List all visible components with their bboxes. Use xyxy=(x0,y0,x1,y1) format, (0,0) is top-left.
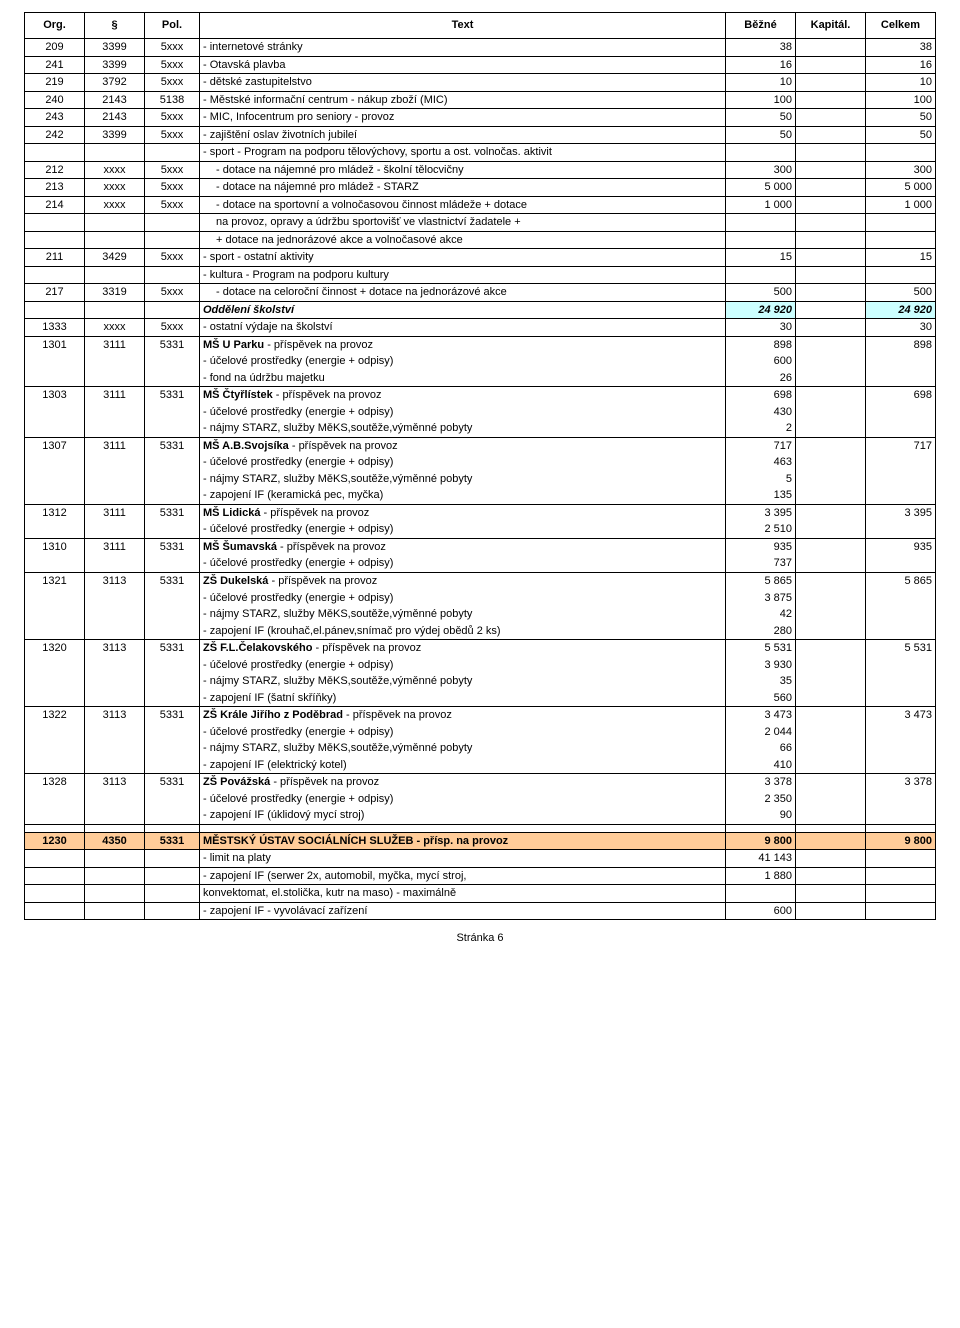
col-celkem: Celkem xyxy=(866,13,936,39)
table-row: - zapojení IF (úklidový mycí stroj)90 xyxy=(25,807,936,824)
col-text: Text xyxy=(200,13,726,39)
table-row: - nájmy STARZ, služby MěKS,soutěže,výměn… xyxy=(25,471,936,488)
table-row: na provoz, opravy a údržbu sportovišť ve… xyxy=(25,214,936,232)
table-row: 130731115331MŠ A.B.Svojsíka - příspěvek … xyxy=(25,437,936,454)
table-row: - nájmy STARZ, služby MěKS,soutěže,výměn… xyxy=(25,740,936,757)
table-row: - účelové prostředky (energie + odpisy)4… xyxy=(25,454,936,471)
table-row: 132031135331ZŠ F.L.Čelakovského - příspě… xyxy=(25,640,936,657)
section-row: Oddělení školství24 92024 920 xyxy=(25,301,936,319)
table-row: - účelové prostředky (energie + odpisy)2… xyxy=(25,724,936,741)
table-row: 131031115331MŠ Šumavská - příspěvek na p… xyxy=(25,538,936,555)
table-row: - účelové prostředky (energie + odpisy)3… xyxy=(25,590,936,607)
table-row: - zapojení IF (serwer 2x, automobil, myč… xyxy=(25,867,936,885)
table-row: 21134295xxx- sport - ostatní aktivity151… xyxy=(25,249,936,267)
table-row: konvektomat, el.stolička, kutr na maso) … xyxy=(25,885,936,903)
col-bezne: Běžné xyxy=(726,13,796,39)
table-row: 123043505331MĚSTSKÝ ÚSTAV SOCIÁLNÍCH SLU… xyxy=(25,832,936,850)
table-row: - fond na údržbu majetku26 xyxy=(25,370,936,387)
table-row: - zapojení IF (krouhač,el.pánev,snímač p… xyxy=(25,623,936,640)
table-row: 212xxxx5xxx- dotace na nájemné pro mláde… xyxy=(25,161,936,179)
table-row: - účelové prostředky (energie + odpisy)4… xyxy=(25,404,936,421)
table-row: 21937925xxx- dětské zastupitelstvo1010 xyxy=(25,74,936,92)
table-row: 24321435xxx- MIC, Infocentrum pro senior… xyxy=(25,109,936,127)
table-row: - účelové prostředky (energie + odpisy)7… xyxy=(25,555,936,572)
table-row: 214xxxx5xxx- dotace na sportovní a volno… xyxy=(25,196,936,214)
budget-table: Org. § Pol. Text Běžné Kapitál. Celkem 2… xyxy=(24,12,936,920)
table-row: - nájmy STARZ, služby MěKS,soutěže,výměn… xyxy=(25,420,936,437)
col-org: Org. xyxy=(25,13,85,39)
col-pol: Pol. xyxy=(145,13,200,39)
table-row: 21733195xxx- dotace na celoroční činnost… xyxy=(25,284,936,302)
table-row: - účelové prostředky (energie + odpisy)2… xyxy=(25,791,936,808)
table-row: - zapojení IF (šatní skříňky)560 xyxy=(25,690,936,707)
table-row: - účelové prostředky (energie + odpisy)2… xyxy=(25,521,936,538)
table-row: + dotace na jednorázové akce a volnočaso… xyxy=(25,231,936,249)
table-row: 132231135331ZŠ Krále Jiřího z Poděbrad -… xyxy=(25,707,936,724)
table-row: - zapojení IF (keramická pec, myčka)135 xyxy=(25,487,936,504)
table-row: 130331115331MŠ Čtyřlístek - příspěvek na… xyxy=(25,387,936,404)
table-row: - nájmy STARZ, služby MěKS,soutěže,výměn… xyxy=(25,673,936,690)
table-row: - nájmy STARZ, služby MěKS,soutěže,výměn… xyxy=(25,606,936,623)
table-row: 20933995xxx- internetové stránky3838 xyxy=(25,39,936,57)
page-footer: Stránka 6 xyxy=(24,932,936,944)
table-row: 24233995xxx- zajištění oslav životních j… xyxy=(25,126,936,144)
table-row: - sport - Program na podporu tělovýchovy… xyxy=(25,144,936,162)
table-row: 130131115331MŠ U Parku - příspěvek na pr… xyxy=(25,336,936,353)
table-row: 24021435138- Městské informační centrum … xyxy=(25,91,936,109)
table-row: 132131135331ZŠ Dukelská - příspěvek na p… xyxy=(25,572,936,589)
table-row: 1333xxxx5xxx- ostatní výdaje na školství… xyxy=(25,319,936,337)
table-row: 132831135331ZŠ Povážská - příspěvek na p… xyxy=(25,774,936,791)
table-row: - limit na platy41 143 xyxy=(25,850,936,868)
table-row: - zapojení IF - vyvolávací zařízení600 xyxy=(25,902,936,920)
spacer-row xyxy=(25,824,936,832)
table-row: 213xxxx5xxx- dotace na nájemné pro mláde… xyxy=(25,179,936,197)
col-kapital: Kapitál. xyxy=(796,13,866,39)
table-row: - kultura - Program na podporu kultury xyxy=(25,266,936,284)
table-row: - účelové prostředky (energie + odpisy)6… xyxy=(25,353,936,370)
table-row: 131231115331MŠ Lidická - příspěvek na pr… xyxy=(25,504,936,521)
header-row: Org. § Pol. Text Běžné Kapitál. Celkem xyxy=(25,13,936,39)
table-row: 24133995xxx- Otavská plavba1616 xyxy=(25,56,936,74)
col-par: § xyxy=(85,13,145,39)
table-row: - zapojení IF (elektrický kotel)410 xyxy=(25,757,936,774)
table-row: - účelové prostředky (energie + odpisy)3… xyxy=(25,657,936,674)
